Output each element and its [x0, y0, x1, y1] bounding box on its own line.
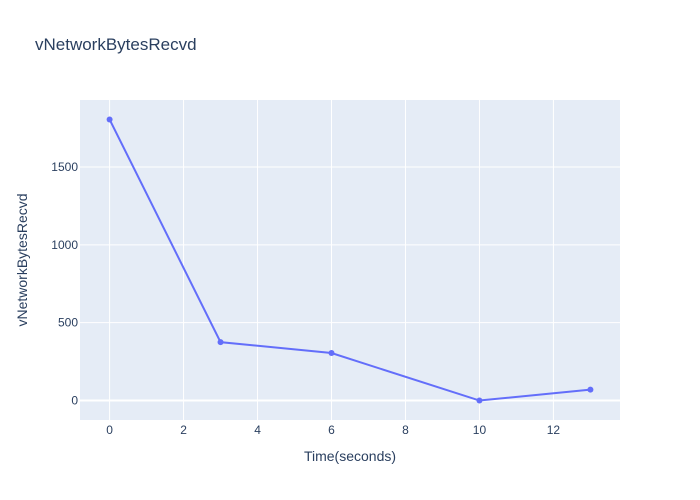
grid-lines: [80, 100, 620, 420]
plot-area: [80, 100, 620, 420]
x-tick-label: 2: [180, 423, 187, 437]
x-tick-label: 6: [328, 423, 335, 437]
y-tick-label: 500: [58, 316, 78, 330]
y-axis-title: vNetworkBytesRecvd: [14, 193, 30, 326]
x-tick-label: 8: [402, 423, 409, 437]
x-tick-label: 10: [473, 423, 487, 437]
x-axis-title: Time(seconds): [304, 448, 396, 464]
series-layer: [106, 116, 594, 404]
data-point[interactable]: [106, 116, 113, 123]
x-tick-label: 4: [254, 423, 261, 437]
data-point[interactable]: [476, 397, 483, 404]
y-tick-label: 1000: [51, 238, 78, 252]
data-point[interactable]: [587, 386, 594, 393]
data-point[interactable]: [328, 350, 335, 357]
y-tick-label: 0: [71, 394, 78, 408]
y-tick-label: 1500: [51, 160, 78, 174]
x-tick-label: 12: [547, 423, 561, 437]
data-point[interactable]: [217, 339, 224, 346]
chart-title: vNetworkBytesRecvd: [35, 35, 197, 54]
y-axis: 0 500 1000 1500: [51, 160, 78, 408]
x-tick-label: 0: [106, 423, 113, 437]
x-axis: 0 2 4 6 8 10 12: [106, 423, 560, 437]
